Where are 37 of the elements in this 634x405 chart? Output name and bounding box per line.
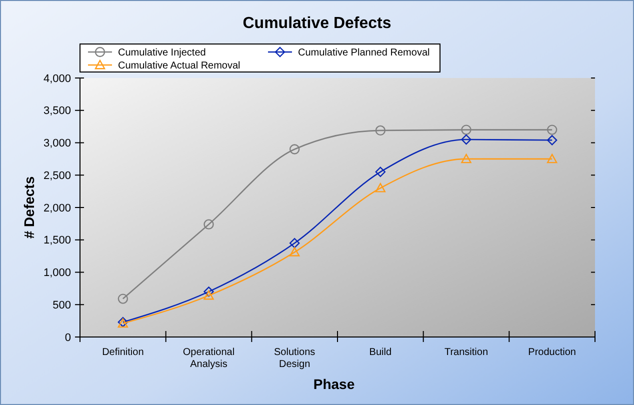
point [546,135,558,146]
y-tick-label: 3,500 [43,105,71,118]
point [461,124,472,135]
x-tick-label: Solutions Design [274,347,316,370]
point [375,182,386,192]
point [289,144,300,154]
chart-title: Cumulative Defects [242,15,392,32]
y-axis-title: # Defects [21,176,37,239]
y-tick-label: 2,000 [43,202,71,214]
y-tick-label: 1,500 [43,234,71,247]
point [289,247,300,256]
point [289,238,300,248]
y-tick-label: 1,000 [43,267,71,280]
x-tick-label: Operational Analysis [182,347,235,370]
point [204,290,214,300]
x-tick-label: Definition [102,347,144,358]
point [118,294,128,304]
x-tick-label: Production [528,347,576,358]
y-tick-label: 0 [64,332,71,344]
x-tick-label: Transition [444,347,488,358]
point [546,124,558,135]
y-tick-label: 500 [52,299,71,312]
x-tick-label: Build [369,347,392,358]
point [461,154,472,164]
legend-label: Cumulative Actual Removal [118,60,240,72]
point [204,286,214,297]
y-tick-label: 4,000 [43,72,71,85]
point [375,125,386,136]
point [546,154,558,164]
y-tick-label: 3,000 [43,138,71,150]
point [461,134,472,145]
legend-label: Cumulative Planned Removal [298,48,430,58]
point [375,166,386,177]
legend-label: Cumulative Injected [118,48,206,58]
y-tick-label: 2,500 [43,170,71,182]
x-axis-title: Phase [313,376,355,392]
point [204,219,214,230]
